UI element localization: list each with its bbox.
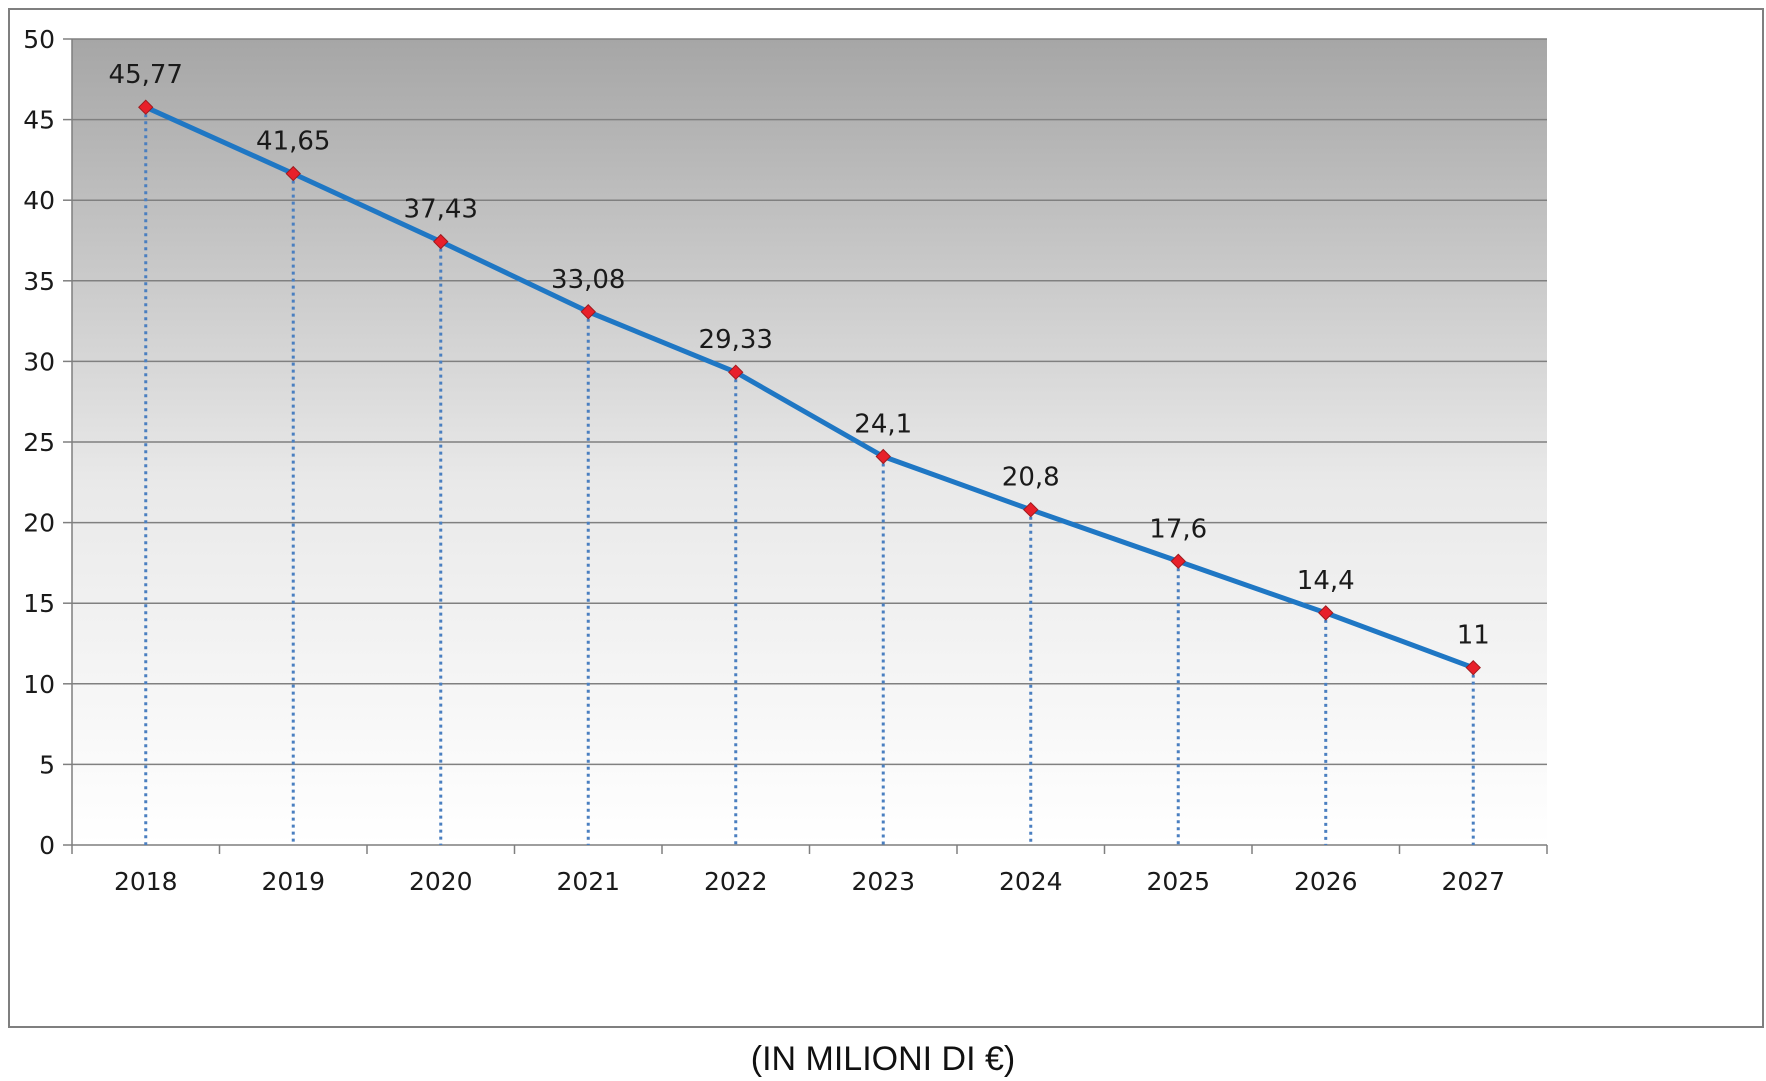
- data-point-marker: [1465, 659, 1481, 676]
- chart-frame: 0 5 10 15 20 25 30 35 40 45 50 2018 2019 2020 2021 2022…: [8, 8, 1764, 1028]
- x-tick-label: 2021: [556, 867, 620, 896]
- y-tick-label: 5: [39, 750, 55, 779]
- data-label: 20,8: [1002, 463, 1060, 493]
- y-tick-label: 30: [23, 347, 55, 376]
- data-labels: 45,77 41,65 37,43 33,08 29,33 24,1 20,8 17,6 14,…: [109, 60, 1490, 650]
- data-point-marker: [138, 99, 154, 115]
- y-tick-label: 45: [23, 106, 55, 135]
- x-tick-label: 2022: [704, 867, 768, 896]
- data-label: 37,43: [404, 195, 478, 225]
- y-tick-label: 35: [23, 267, 55, 296]
- y-tick-label: 0: [39, 831, 55, 860]
- data-point-marker: [285, 165, 301, 182]
- x-tick-label: 2018: [114, 867, 178, 896]
- x-tick-label: 2020: [409, 867, 473, 896]
- data-point-marker: [875, 448, 891, 465]
- drop-lines: [144, 107, 1475, 845]
- y-tick-label: 15: [23, 589, 55, 618]
- data-point-marker: [1170, 553, 1186, 569]
- data-point-marker: [1023, 501, 1039, 518]
- gridlines: [72, 38, 1547, 766]
- data-label: 24,1: [854, 410, 912, 440]
- x-tick-label: 2026: [1294, 867, 1358, 896]
- x-tick-label: 2024: [999, 867, 1063, 896]
- y-tick-label: 50: [23, 25, 55, 54]
- y-tick-label: 20: [23, 509, 55, 538]
- data-label: 45,77: [109, 60, 183, 90]
- y-tick-label: 25: [23, 428, 55, 457]
- chart-caption: (IN MILIONI DI €): [750, 1040, 1016, 1078]
- data-label: 14,4: [1297, 566, 1355, 596]
- data-label: 17,6: [1149, 514, 1207, 544]
- data-point-marker: [433, 233, 449, 250]
- y-tick-label: 40: [23, 186, 55, 215]
- series-line-layer: [143, 104, 1476, 671]
- data-point-marker: [1318, 605, 1334, 621]
- y-tick-label: 10: [23, 670, 55, 699]
- data-label: 29,33: [699, 325, 773, 355]
- series-line: [143, 104, 1476, 671]
- x-tick-label: 2025: [1146, 867, 1210, 896]
- data-point-marker: [580, 304, 596, 320]
- x-tick-label: 2023: [851, 867, 915, 896]
- data-label: 11: [1457, 621, 1490, 651]
- x-tick-label: 2019: [261, 867, 325, 896]
- markers: [138, 99, 1481, 676]
- x-tick-label: 2027: [1441, 867, 1505, 896]
- data-point-marker: [728, 364, 744, 380]
- data-label: 41,65: [256, 127, 330, 157]
- data-label: 33,08: [551, 265, 625, 295]
